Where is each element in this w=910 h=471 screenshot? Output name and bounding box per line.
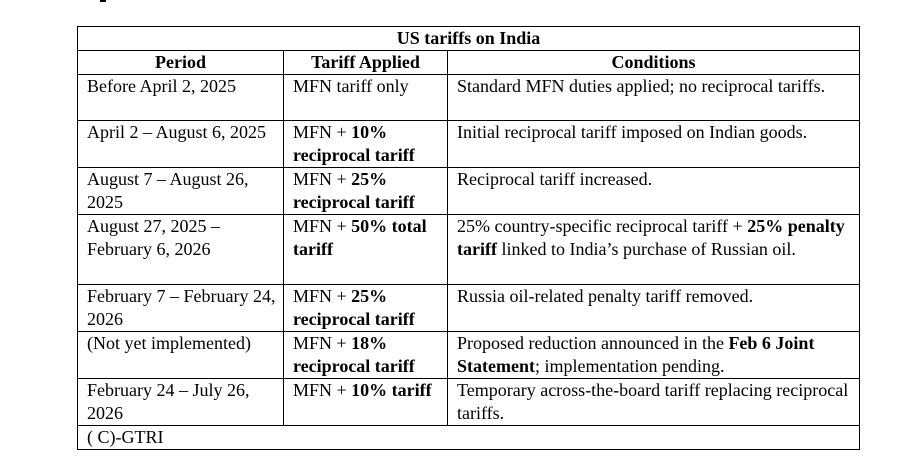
period-cell: February 7 – February 24, 2026 [77, 284, 284, 332]
table-row: August 7 – August 26, 2025 MFN + 25% rec… [77, 167, 861, 215]
table-row: Before April 2, 2025 MFN tariff only Sta… [77, 74, 861, 121]
tariff-cell: MFN + 10% reciprocal tariff [283, 120, 448, 168]
conditions-cell: Temporary across-the-board tariff replac… [446, 378, 861, 426]
conditions-cell: Proposed reduction announced in the Feb … [446, 331, 861, 379]
period-cell: August 27, 2025 – February 6, 2026 [77, 214, 284, 285]
header-period: Period [77, 50, 284, 75]
tariff-cell: MFN + 18% reciprocal tariff [283, 331, 448, 379]
period-cell: April 2 – August 6, 2025 [77, 120, 284, 168]
period-cell: Before April 2, 2025 [77, 74, 284, 121]
table-title: US tariffs on India [76, 26, 861, 51]
tariff-cell: MFN + 10% tariff [283, 378, 448, 426]
conditions-cell: Standard MFN duties applied; no reciproc… [446, 74, 861, 121]
source-row: ( C)-GTRI [76, 425, 861, 450]
table-row: August 27, 2025 – February 6, 2026 MFN +… [77, 214, 861, 285]
source-note: ( C)-GTRI [76, 425, 861, 450]
conditions-cell: Russia oil-related penalty tariff remove… [446, 284, 861, 332]
period-cell: (Not yet implemented) [77, 331, 284, 379]
table-row: (Not yet implemented) MFN + 18% reciproc… [77, 331, 861, 379]
table-row: February 7 – February 24, 2026 MFN + 25%… [77, 284, 861, 332]
tariff-cell: MFN + 25% reciprocal tariff [283, 167, 448, 215]
conditions-cell: 25% country-specific reciprocal tariff +… [446, 214, 861, 285]
conditions-cell: Initial reciprocal tariff imposed on Ind… [446, 120, 861, 168]
header-tariff-applied: Tariff Applied [283, 50, 448, 75]
top-edge-mark [100, 0, 106, 2]
us-tariffs-table: US tariffs on India Period Tariff Applie… [76, 26, 861, 450]
tariff-cell: MFN + 25% reciprocal tariff [283, 284, 448, 332]
table-row: February 24 – July 26, 2026 MFN + 10% ta… [77, 378, 861, 426]
header-conditions: Conditions [446, 50, 861, 75]
table-row: April 2 – August 6, 2025 MFN + 10% recip… [77, 120, 861, 168]
tariff-cell: MFN + 50% total tariff [283, 214, 448, 285]
tariff-cell: MFN tariff only [283, 74, 448, 121]
period-cell: August 7 – August 26, 2025 [77, 167, 284, 215]
conditions-cell: Reciprocal tariff increased. [446, 167, 861, 215]
period-cell: February 24 – July 26, 2026 [77, 378, 284, 426]
